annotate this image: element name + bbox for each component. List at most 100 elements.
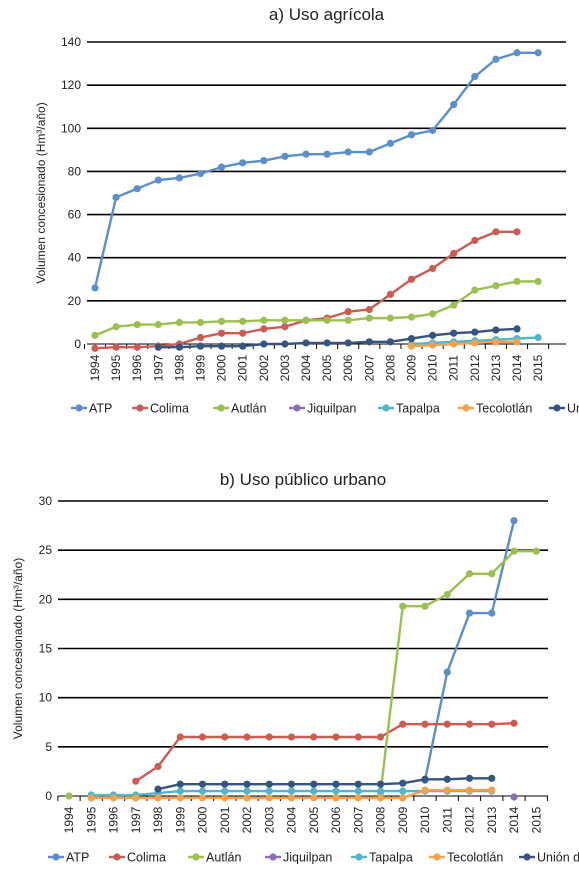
data-point bbox=[386, 338, 394, 346]
data-point bbox=[154, 794, 162, 802]
y-tick-label: 0 bbox=[45, 789, 52, 803]
legend-label: ATP bbox=[89, 402, 112, 416]
x-tick-label: 2002 bbox=[240, 806, 254, 833]
x-tick-label: 1994 bbox=[62, 806, 76, 833]
data-point bbox=[471, 236, 479, 245]
legend-swatch-marker bbox=[217, 404, 225, 412]
data-point bbox=[239, 317, 247, 325]
x-tick-label: 2011 bbox=[447, 355, 461, 381]
data-point bbox=[287, 787, 296, 795]
y-tick-label: 15 bbox=[39, 642, 53, 656]
data-point bbox=[365, 338, 373, 346]
data-point bbox=[492, 338, 500, 346]
data-point bbox=[310, 733, 318, 741]
data-point bbox=[243, 787, 251, 795]
x-tick-label: 2001 bbox=[218, 806, 232, 833]
data-point bbox=[344, 148, 352, 156]
data-point bbox=[281, 340, 289, 348]
x-tick-label: 2009 bbox=[405, 354, 419, 381]
data-point bbox=[450, 301, 458, 309]
series-colima bbox=[132, 719, 518, 785]
data-point bbox=[465, 774, 474, 782]
data-point bbox=[287, 733, 296, 741]
data-point bbox=[91, 331, 99, 339]
legend-swatch-marker bbox=[433, 853, 441, 861]
data-point bbox=[260, 325, 268, 333]
data-point bbox=[399, 720, 407, 728]
data-point bbox=[281, 323, 289, 331]
data-point bbox=[332, 733, 340, 741]
data-point bbox=[450, 100, 458, 109]
data-point bbox=[443, 786, 451, 794]
data-point bbox=[365, 305, 373, 314]
x-tick-label: 2005 bbox=[307, 806, 321, 833]
legend-label: Jiquilpan bbox=[307, 402, 356, 416]
data-point bbox=[243, 794, 251, 802]
data-point bbox=[196, 342, 205, 350]
data-point bbox=[376, 787, 385, 795]
legend-swatch-marker bbox=[355, 853, 363, 861]
data-point bbox=[465, 720, 474, 728]
data-point bbox=[443, 668, 451, 676]
series-line bbox=[93, 51, 539, 289]
data-point bbox=[265, 794, 273, 802]
data-point bbox=[323, 316, 331, 324]
data-point bbox=[344, 316, 352, 324]
x-tick-label: 1996 bbox=[107, 806, 121, 833]
x-tick-label: 2011 bbox=[440, 807, 454, 833]
data-point bbox=[354, 794, 362, 802]
data-point bbox=[260, 157, 268, 165]
data-point bbox=[465, 786, 474, 794]
data-point bbox=[198, 787, 207, 795]
data-point bbox=[488, 570, 496, 578]
legend-swatch-marker bbox=[52, 853, 60, 861]
data-point bbox=[132, 777, 140, 785]
data-point bbox=[133, 343, 141, 351]
x-tick-label: 2004 bbox=[285, 806, 299, 833]
data-point bbox=[239, 342, 247, 350]
legend-label: Unión de Tula bbox=[537, 851, 579, 865]
y-tick-label: 5 bbox=[45, 740, 52, 754]
series-tecolotl-n bbox=[407, 338, 521, 350]
x-tick-label: 2014 bbox=[510, 354, 524, 381]
data-point bbox=[175, 343, 183, 351]
data-point bbox=[488, 774, 496, 782]
data-point bbox=[176, 787, 184, 795]
legend-swatch-marker bbox=[75, 404, 83, 412]
data-point bbox=[492, 282, 500, 290]
x-tick-label: 2006 bbox=[329, 806, 343, 833]
data-point bbox=[386, 290, 394, 298]
series-line bbox=[135, 722, 515, 783]
y-tick-label: 0 bbox=[74, 337, 81, 351]
data-point bbox=[365, 148, 373, 156]
data-point bbox=[265, 733, 273, 741]
data-point bbox=[176, 733, 184, 741]
data-point bbox=[443, 775, 451, 783]
data-point bbox=[510, 517, 518, 525]
data-point bbox=[488, 720, 496, 728]
data-point bbox=[260, 316, 268, 324]
series-line bbox=[379, 549, 537, 794]
data-point bbox=[488, 609, 496, 617]
legend-swatch-marker bbox=[382, 404, 390, 412]
x-tick-label: 1999 bbox=[173, 806, 187, 833]
data-point bbox=[310, 780, 318, 788]
legend-swatch-marker bbox=[269, 853, 277, 861]
series-atp bbox=[91, 49, 542, 292]
data-point bbox=[175, 318, 183, 327]
data-point bbox=[376, 794, 385, 802]
data-point bbox=[310, 787, 318, 795]
series-autl-n bbox=[91, 277, 542, 339]
data-point bbox=[281, 152, 289, 160]
y-axis-label: Volumen concesionado (Hm³/año) bbox=[34, 102, 48, 283]
data-point bbox=[65, 792, 73, 800]
data-point bbox=[332, 794, 340, 802]
data-point bbox=[112, 343, 120, 351]
series-uni-n-de-tula bbox=[154, 325, 521, 351]
data-point bbox=[112, 193, 120, 201]
y-axis-label: Volumen concesionado (Hm³/año) bbox=[11, 558, 25, 739]
data-point bbox=[421, 720, 429, 728]
legend-label: ATP bbox=[66, 851, 89, 865]
data-point bbox=[429, 331, 437, 339]
